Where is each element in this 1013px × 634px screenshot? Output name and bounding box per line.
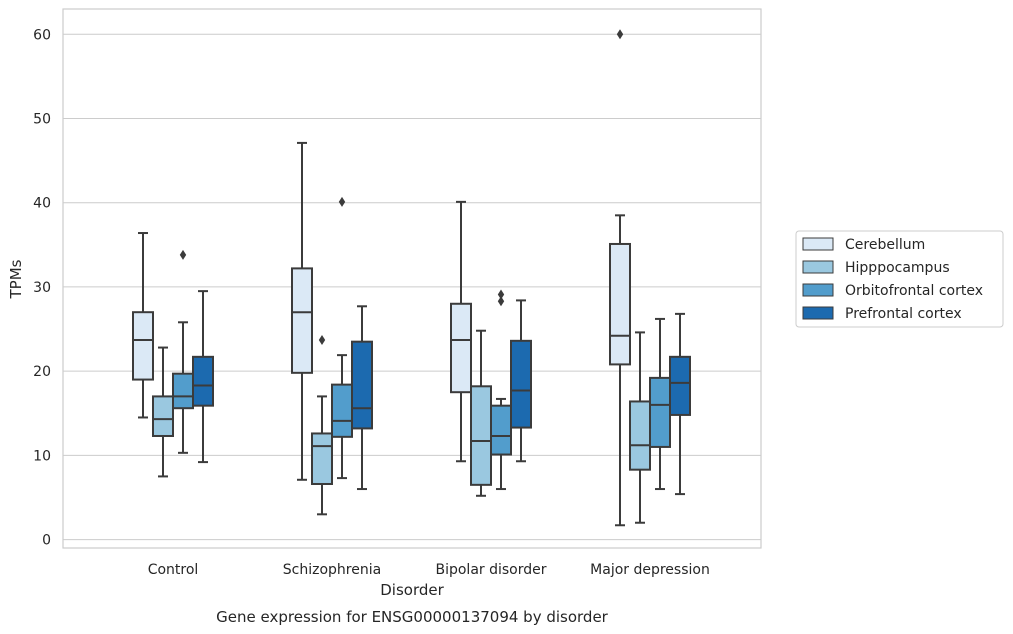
legend-item-3: Prefrontal cortex [802, 306, 962, 322]
chart-title: Gene expression for ENSG00000137094 by d… [216, 608, 609, 626]
x-tick-label-3: Major depression [590, 562, 710, 578]
box-body [629, 400, 651, 471]
legend-label: Hipppocampus [845, 260, 950, 276]
box-1-0 [152, 346, 174, 478]
series-3 [192, 290, 691, 496]
box-3-0 [192, 290, 214, 464]
series-2 [172, 196, 671, 491]
x-tick-label-2: Bipolar disorder [435, 562, 546, 578]
x-tick-labels: Control Schizophrenia Bipolar disorder Majo… [148, 562, 710, 578]
legend-swatch [802, 237, 834, 251]
box-body [351, 340, 373, 430]
outlier-point-0 [179, 249, 187, 260]
x-tick-label-1: Schizophrenia [283, 562, 381, 578]
legend-swatch [802, 306, 834, 320]
y-tick-labels: 0 10 20 30 40 50 60 [33, 27, 51, 548]
box-body [450, 302, 472, 394]
box-3-3 [669, 312, 691, 496]
outlier-point-0 [497, 296, 505, 307]
legend-swatch [802, 283, 834, 297]
y-tick-label-60: 60 [33, 27, 51, 43]
x-tick-label-0: Control [148, 562, 199, 578]
y-tick-label-20: 20 [33, 364, 51, 380]
box-2-2 [490, 289, 512, 491]
outlier-point-0 [318, 334, 326, 345]
legend-item-1: Hipppocampus [802, 260, 950, 276]
box-body [609, 242, 631, 366]
box-body [192, 355, 214, 407]
box-2-1 [331, 196, 353, 480]
box-body [132, 311, 154, 381]
box-1-3 [629, 331, 651, 524]
y-axis-title: TPMs [7, 259, 25, 299]
y-tick-label-50: 50 [33, 111, 51, 127]
legend-label: Prefrontal cortex [845, 306, 962, 322]
box-body [649, 376, 671, 448]
box-1-1 [311, 334, 333, 516]
box-body [311, 432, 333, 485]
box-2-0 [172, 249, 194, 454]
box-body [510, 339, 532, 429]
plot-frame [62, 8, 762, 549]
legend-frame [795, 230, 1004, 328]
legend-label: Cerebellum [845, 237, 925, 253]
box-3-2 [510, 299, 532, 463]
outlier-point-0 [616, 29, 624, 40]
box-0-0 [132, 232, 154, 419]
y-tick-label-10: 10 [33, 448, 51, 464]
x-axis-title: Disorder [380, 581, 444, 599]
box-0-2 [450, 200, 472, 463]
gridlines [63, 33, 761, 541]
legend-swatch [802, 260, 834, 274]
box-2-3 [649, 317, 671, 491]
legend-item-0: Cerebellum [802, 237, 925, 253]
outlier-point-0 [338, 196, 346, 207]
box-body [490, 404, 512, 456]
box-body [172, 372, 194, 410]
box-1-2 [470, 329, 492, 497]
y-tick-label-30: 30 [33, 280, 51, 296]
box-body [470, 385, 492, 486]
legend-item-2: Orbitofrontal cortex [802, 283, 983, 299]
box-body [669, 355, 691, 416]
y-tick-label-40: 40 [33, 196, 51, 212]
series-1 [152, 329, 651, 524]
legend: Cerebellum Hipppocampus Orbitofrontal cort… [795, 230, 1004, 328]
y-tick-label-0: 0 [42, 533, 51, 549]
legend-label: Orbitofrontal cortex [845, 283, 983, 299]
box-0-3 [609, 29, 631, 527]
box-3-1 [351, 305, 373, 491]
series-0 [132, 29, 631, 527]
box-series-layer [132, 29, 691, 527]
box-body [291, 267, 313, 374]
outlier-point-1 [497, 289, 505, 300]
box-0-1 [291, 141, 313, 481]
box-body [331, 383, 353, 438]
box-body [152, 395, 174, 437]
